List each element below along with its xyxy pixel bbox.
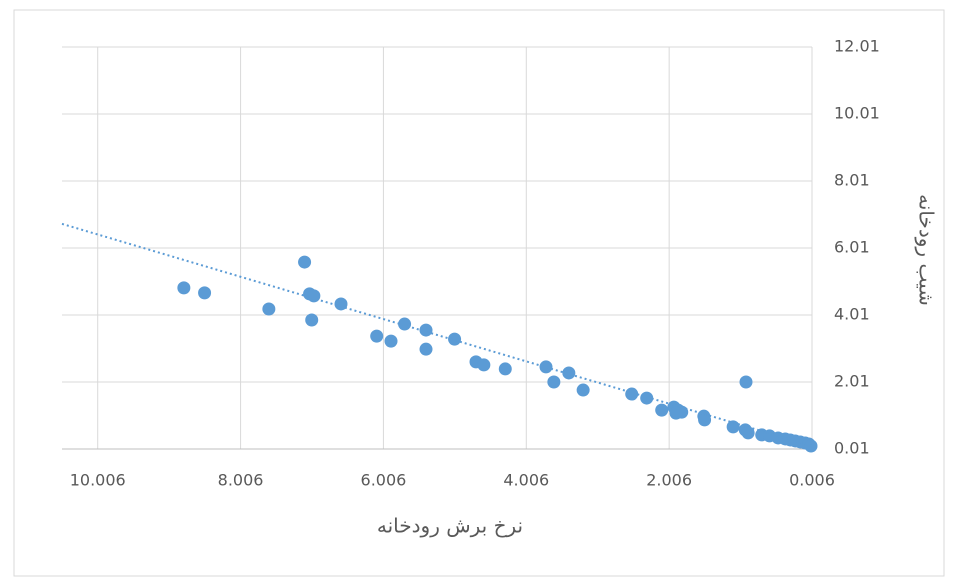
y-tick-label: 2.01 xyxy=(834,372,870,391)
y-axis-title: شیب رودخانه xyxy=(915,194,939,306)
point xyxy=(298,255,312,269)
point xyxy=(539,360,553,374)
point xyxy=(307,289,321,303)
point xyxy=(398,317,412,331)
point xyxy=(498,362,512,376)
point xyxy=(370,329,384,343)
x-tick-label: 8.006 xyxy=(218,471,264,490)
point xyxy=(655,403,669,417)
point xyxy=(334,297,348,311)
point xyxy=(419,323,433,337)
y-tick-label: 0.01 xyxy=(834,439,870,458)
point xyxy=(448,332,462,346)
x-tick-label: 0.006 xyxy=(789,471,835,490)
point xyxy=(562,366,576,380)
y-tick-label: 8.01 xyxy=(834,171,870,190)
point xyxy=(741,426,755,440)
x-tick-label: 2.006 xyxy=(646,471,692,490)
y-tick-label: 12.01 xyxy=(834,37,880,56)
point xyxy=(177,281,191,295)
y-tick-label: 10.01 xyxy=(834,104,880,123)
trendline xyxy=(61,222,813,447)
point xyxy=(262,302,276,316)
point xyxy=(625,387,639,401)
chart-border xyxy=(13,9,945,577)
point xyxy=(547,375,561,389)
point xyxy=(198,286,212,300)
y-tick-label: 6.01 xyxy=(834,238,870,257)
point xyxy=(669,406,683,420)
y-tick-label: 4.01 xyxy=(834,305,870,324)
point xyxy=(726,420,740,434)
point xyxy=(739,375,753,389)
x-tick-label: 4.006 xyxy=(503,471,549,490)
point xyxy=(384,334,398,348)
point xyxy=(698,413,712,427)
point xyxy=(419,342,433,356)
x-tick-label: 10.006 xyxy=(70,471,126,490)
point xyxy=(477,358,491,372)
x-axis-title: نرخ برش رودخانه xyxy=(377,514,523,538)
point xyxy=(305,313,319,327)
point xyxy=(576,383,590,397)
x-tick-label: 6.006 xyxy=(361,471,407,490)
